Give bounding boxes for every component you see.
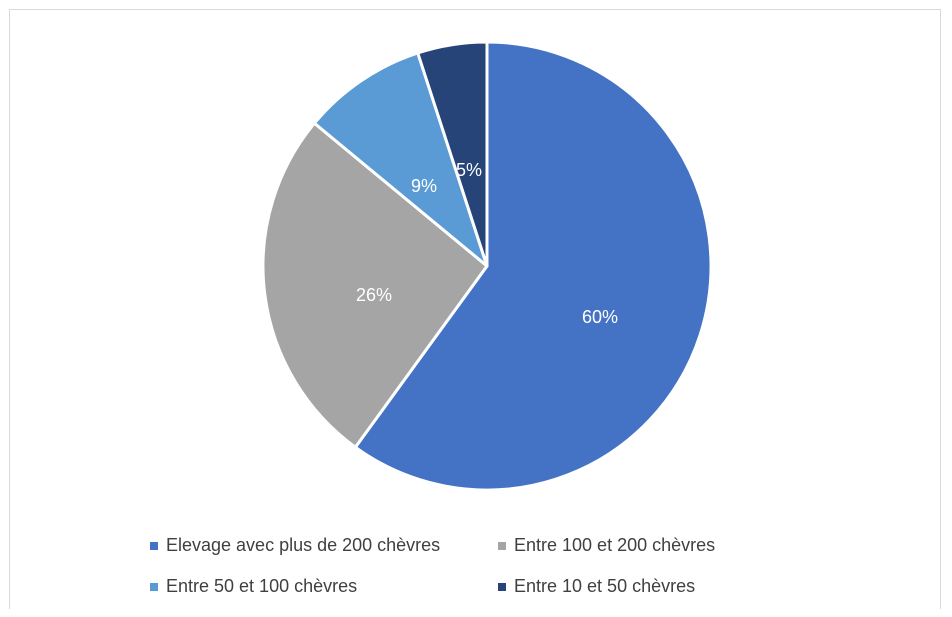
legend-swatch-plus-200	[150, 541, 158, 550]
legend-item-10-50: Entre 10 et 50 chèvres	[498, 576, 695, 597]
legend-item-100-200: Entre 100 et 200 chèvres	[498, 535, 715, 556]
pie-slice-0	[353, 40, 713, 492]
data-label-1: 26%	[356, 285, 392, 305]
legend-label-plus-200: Elevage avec plus de 200 chèvres	[166, 535, 441, 555]
legend-swatch-100-200	[498, 541, 506, 550]
pie-data-labels: 60% 26% 9% 5%	[356, 160, 618, 327]
legend-label-100-200: Entre 100 et 200 chèvres	[514, 535, 716, 555]
pie-slice-2	[312, 51, 489, 268]
pie-slice-3	[416, 40, 489, 268]
data-label-2: 9%	[411, 176, 437, 196]
pie-slice-1	[261, 121, 489, 449]
pie-slices	[261, 40, 713, 492]
legend-item-plus-200: Elevage avec plus de 200 chèvres	[150, 535, 440, 556]
legend-item-50-100: Entre 50 et 100 chèvres	[150, 576, 357, 597]
legend-swatch-50-100	[150, 582, 158, 591]
legend-swatch-10-50	[498, 582, 506, 591]
data-label-0: 60%	[582, 307, 618, 327]
legend-label-10-50: Entre 10 et 50 chèvres	[514, 576, 696, 596]
data-label-3: 5%	[456, 160, 482, 180]
legend-label-50-100: Entre 50 et 100 chèvres	[166, 576, 358, 596]
